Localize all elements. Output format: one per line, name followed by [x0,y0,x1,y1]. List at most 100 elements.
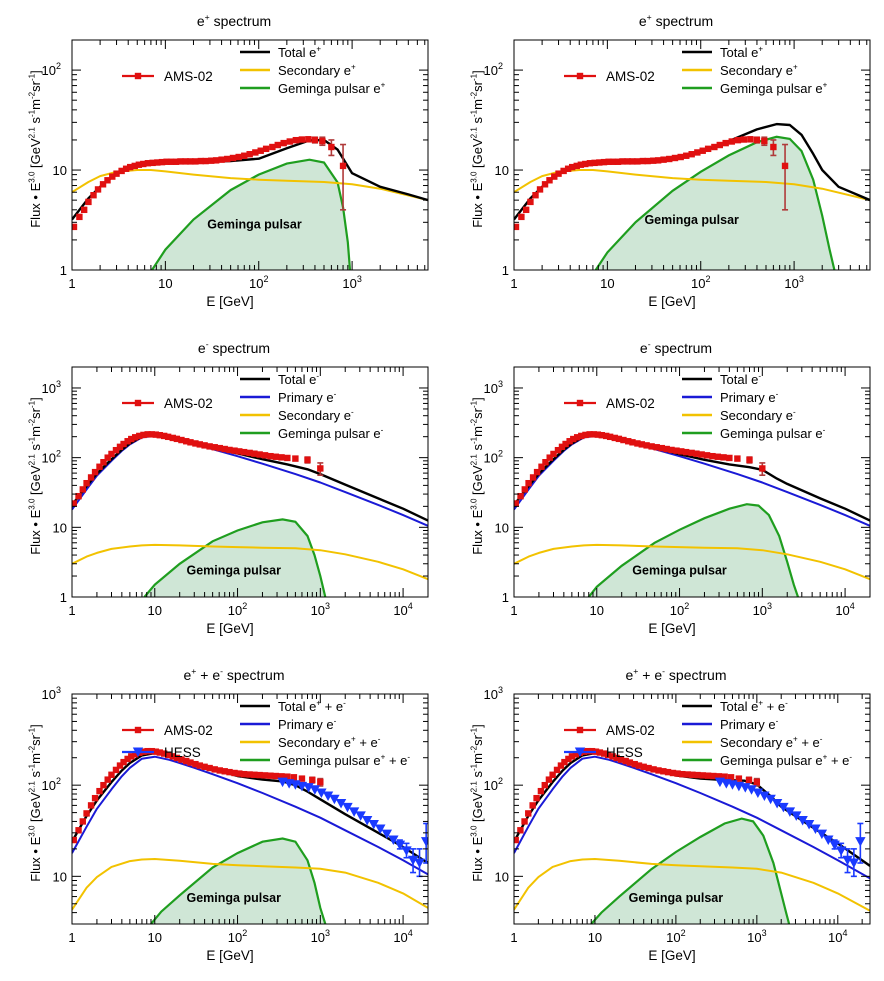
legend-total-label-part: + [758,45,763,54]
legend-total-label-part: Total e [720,45,758,60]
ams-data-point [532,192,539,199]
ams-data-point [131,162,138,170]
y-axis-label-part: -1 [28,436,37,444]
ams-data-point [517,827,524,834]
ams-data-point [216,767,223,774]
ams-data-point [555,170,562,177]
ams-data-point [614,158,622,165]
legend-total-label-part: + [316,45,321,54]
ams-data-point [668,446,675,454]
ams-data-point [591,159,598,167]
legend-total-label-part: + [316,699,321,708]
ams-data-point [525,479,532,487]
legend-total-label: Total e+ [720,45,763,60]
hess-data-point [791,811,802,821]
ams-data-point [135,161,143,168]
legend-primary-label: Primary e- [278,390,337,405]
y-axis-label-part: 2.1 [470,454,479,466]
y-axis-label-part: Flux • E [470,509,485,554]
ams-data-point [722,139,729,147]
legend-geminga-label-part: - [849,753,852,762]
hess-data-point [771,798,783,809]
ams-data-point [639,157,647,165]
legend-ams-marker [134,726,142,734]
ams-data-point [745,776,753,784]
y-tick-label-base: 10 [42,381,56,396]
chart-title-part: e [197,13,205,29]
ams-data-point [178,436,185,444]
ams-data-point [613,754,620,762]
x-tick-label: 1 [510,930,517,945]
ams-data-point [704,772,712,779]
y-tick-label-exp: 3 [56,685,61,695]
ams-data-point [309,776,316,784]
y-axis-label-part: m [470,426,485,437]
ams-data-point [212,157,220,164]
ams-data-point [699,772,707,779]
x-tick-label-exp: 3 [325,601,330,611]
legend-geminga-label-part: Geminga pulsar e [278,426,381,441]
ams-data-point [542,459,549,466]
chart-title-part: e [184,667,192,683]
ams-data-point [669,769,677,777]
y-tick-label-base: 10 [53,520,67,535]
legend-total-label-part: - [343,699,346,708]
ams-data-point [112,446,120,454]
y-tick-label: 10 [53,869,67,884]
ams-data-point [290,774,298,781]
hess-data-point [746,785,757,795]
ams-data-point [128,753,135,760]
ams-data-point [72,223,78,231]
y-axis-label-part: 3.0 [470,498,479,510]
y-tick-label: 103 [484,685,503,702]
y-axis-label: Flux • E3.0 [GeV2.1 s-1m-2sr-1] [28,397,43,555]
legend-hess-marker [132,747,144,757]
y-tick-label-base: 1 [502,590,509,605]
ams-data-point [638,441,646,448]
y-tick-label: 1 [60,590,67,605]
ams-data-point [116,443,124,451]
ams-data-point [75,492,82,500]
y-axis-label-part: [GeV [470,465,485,499]
ams-data-point [317,465,324,472]
legend-ams-marker [576,72,584,80]
secondary-line [72,858,428,911]
x-tick-label: 1 [68,276,75,291]
ams-data-point [619,158,626,165]
y-tick-label-base: 10 [484,381,498,396]
ams-data-point [666,155,673,163]
chart-title-part: - [220,666,223,676]
legend-secondary-label-part: Secondary e [720,63,793,78]
legend-total-label-part: + [758,699,763,708]
ams-data-point [549,771,556,778]
legend-secondary-label: Secondary e- [720,408,796,423]
legend-total-label-part: Total e [720,372,758,387]
ams-data-point [678,448,685,455]
ams-data-point [625,438,632,445]
legend-primary-label-part: Primary e [278,717,334,732]
y-axis-label-part: 2.1 [28,781,37,793]
x-tick-label-exp: 4 [408,928,413,938]
ams-data-point [634,158,641,165]
x-tick-label-base: 10 [311,930,325,945]
ams-data-point [566,438,573,445]
y-tick-label: 102 [484,776,503,793]
y-axis-label-part: -1 [470,109,479,117]
x-tick-label-base: 1 [510,930,517,945]
ams-data-point [761,137,768,145]
ams-data-point [716,141,723,149]
y-tick-label-exp: 2 [498,776,503,786]
y-axis-label-part: -1 [470,73,479,81]
hess-data-point [752,788,764,799]
ams-data-point [635,762,643,769]
ams-data-point [600,750,608,757]
hess-data-point [355,811,366,821]
chart-title-part: - [662,666,665,676]
chart-title: e+ spectrum [639,12,713,29]
legend-geminga-label: Geminga pulsar e+ [278,81,386,96]
ams-data-point [158,158,166,166]
ams-data-point [529,474,537,481]
y-tick-label: 1 [502,590,509,605]
legend-geminga-label-part: - [381,426,384,435]
